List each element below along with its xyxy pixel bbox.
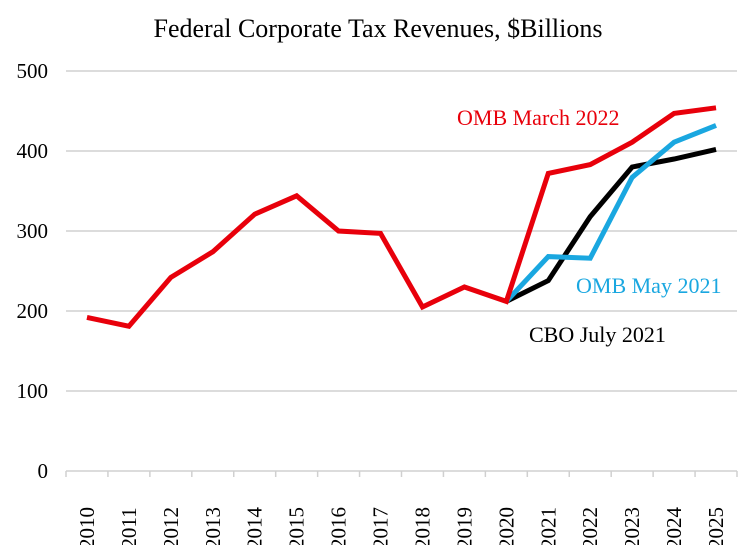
x-tick-label: 2024 xyxy=(662,507,686,545)
y-tick-label: 200 xyxy=(17,299,49,323)
x-tick-label: 2021 xyxy=(536,507,560,545)
series-label: OMB March 2022 xyxy=(457,105,620,130)
series-label: CBO July 2021 xyxy=(529,322,666,347)
x-tick-label: 2013 xyxy=(201,507,225,545)
y-tick-label: 400 xyxy=(17,139,49,163)
x-tick-label: 2022 xyxy=(578,507,602,545)
x-tick-label: 2014 xyxy=(243,507,267,545)
x-tick-label: 2017 xyxy=(369,507,393,545)
y-tick-label: 100 xyxy=(17,379,49,403)
x-tick-label: 2020 xyxy=(494,507,518,545)
series-label: OMB May 2021 xyxy=(576,273,721,298)
x-tick-label: 2011 xyxy=(117,507,141,545)
x-tick-label: 2012 xyxy=(159,507,183,545)
x-tick-label: 2016 xyxy=(327,507,351,545)
series-line xyxy=(505,146,717,304)
series-line xyxy=(86,105,717,329)
x-tick-label: 2025 xyxy=(704,507,728,545)
x-tick-label: 2023 xyxy=(620,507,644,545)
series-line xyxy=(504,123,717,304)
x-tick-label: 2015 xyxy=(285,507,309,545)
x-tick-label: 2019 xyxy=(452,507,476,545)
y-tick-label: 0 xyxy=(38,459,49,483)
y-tick-label: 500 xyxy=(17,59,49,83)
y-tick-label: 300 xyxy=(17,219,49,243)
chart-title: Federal Corporate Tax Revenues, $Billion… xyxy=(153,14,603,43)
x-tick-label: 2018 xyxy=(410,507,434,545)
x-tick-label: 2010 xyxy=(75,507,99,545)
